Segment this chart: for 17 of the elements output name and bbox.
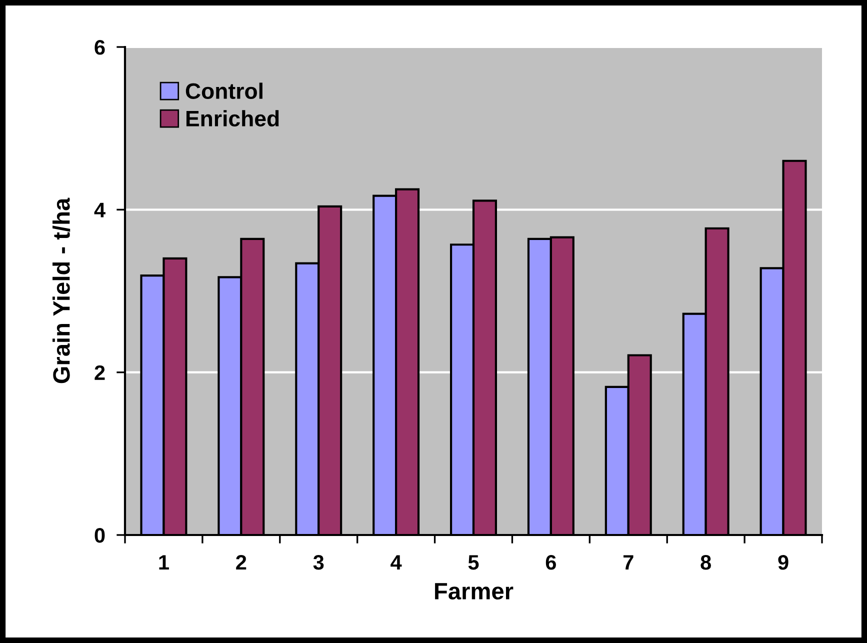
y-axis-title: Grain Yield - t/ha xyxy=(52,198,70,384)
y-tick-label: 0 xyxy=(94,528,105,543)
legend-label: Control xyxy=(186,82,262,99)
x-tick-label: 9 xyxy=(778,554,788,570)
legend-label: Enriched xyxy=(186,110,279,126)
x-tick-label: 3 xyxy=(313,554,324,570)
x-axis-title: Farmer xyxy=(435,583,514,600)
y-tick-label: 6 xyxy=(94,40,105,55)
x-tick-label: 2 xyxy=(236,554,246,570)
y-tick-label: 4 xyxy=(94,202,106,218)
x-tick-label: 7 xyxy=(623,555,634,570)
x-tick-label: 4 xyxy=(390,555,402,570)
x-tick-label: 5 xyxy=(468,555,479,570)
y-tick-label: 2 xyxy=(94,365,105,380)
x-tick-label: 1 xyxy=(159,555,169,570)
x-tick-label: 6 xyxy=(546,554,556,570)
x-tick-label: 8 xyxy=(700,554,711,570)
